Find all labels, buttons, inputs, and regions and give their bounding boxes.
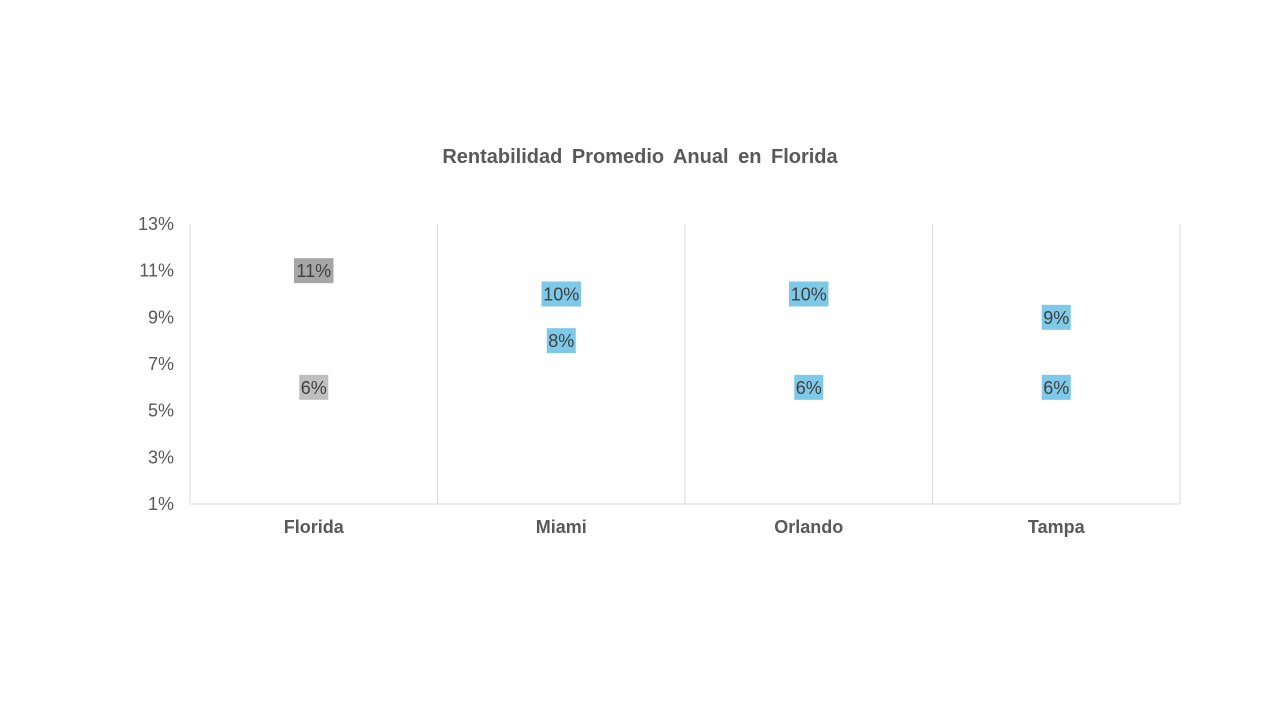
x-axis: Florida Miami Orlando Tampa	[284, 517, 1086, 537]
data-label-text: 6%	[1043, 378, 1069, 398]
x-tick-label: Tampa	[1028, 517, 1086, 537]
data-point-marker	[1041, 304, 1071, 330]
data-label-text: 11%	[296, 261, 331, 281]
data-label-miami: 8%	[546, 328, 576, 354]
y-tick-label: 1%	[148, 494, 174, 514]
data-label-text: 6%	[796, 378, 822, 398]
y-tick-label: 7%	[148, 354, 174, 374]
y-tick-label: 11%	[139, 261, 174, 281]
data-label-orlando: 10%	[789, 281, 829, 307]
data-label-florida: 11%	[294, 258, 334, 284]
x-tick-label: Miami	[536, 517, 587, 537]
data-point-marker	[299, 374, 329, 400]
chart-title: Rentabilidad Promedio Anual en Florida	[442, 146, 838, 168]
data-label-text: 6%	[301, 378, 327, 398]
data-point-marker	[794, 374, 824, 400]
grid	[189, 224, 1181, 505]
data-label-text: 8%	[548, 331, 574, 351]
data-label-text: 10%	[791, 285, 827, 305]
data-point-marker	[294, 258, 334, 284]
data-label-text: 10%	[543, 285, 579, 305]
data-point-marker	[789, 281, 829, 307]
data-label-miami: 10%	[541, 281, 581, 307]
data-point-marker	[1041, 374, 1071, 400]
data-label-text: 9%	[1043, 308, 1069, 328]
y-axis: 1% 3% 5% 7% 9% 11% 13%	[138, 214, 174, 514]
data-label-tampa: 6%	[1041, 374, 1071, 400]
y-tick-label: 13%	[138, 214, 174, 234]
data-label-orlando: 6%	[794, 374, 824, 400]
y-tick-label: 9%	[148, 307, 174, 327]
data-label-florida: 6%	[299, 374, 329, 400]
data-labels: 11% 10% 10% 9% 6% 8% 6% 6%	[294, 258, 1071, 400]
data-point-marker	[541, 281, 581, 307]
y-tick-label: 5%	[148, 401, 174, 421]
data-label-tampa: 9%	[1041, 304, 1071, 330]
x-tick-label: Orlando	[774, 517, 843, 537]
data-point-marker	[546, 328, 576, 354]
x-tick-label: Florida	[284, 517, 345, 537]
y-tick-label: 3%	[148, 447, 174, 467]
